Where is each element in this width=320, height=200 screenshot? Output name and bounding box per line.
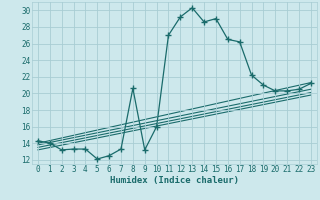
X-axis label: Humidex (Indice chaleur): Humidex (Indice chaleur) — [110, 176, 239, 185]
